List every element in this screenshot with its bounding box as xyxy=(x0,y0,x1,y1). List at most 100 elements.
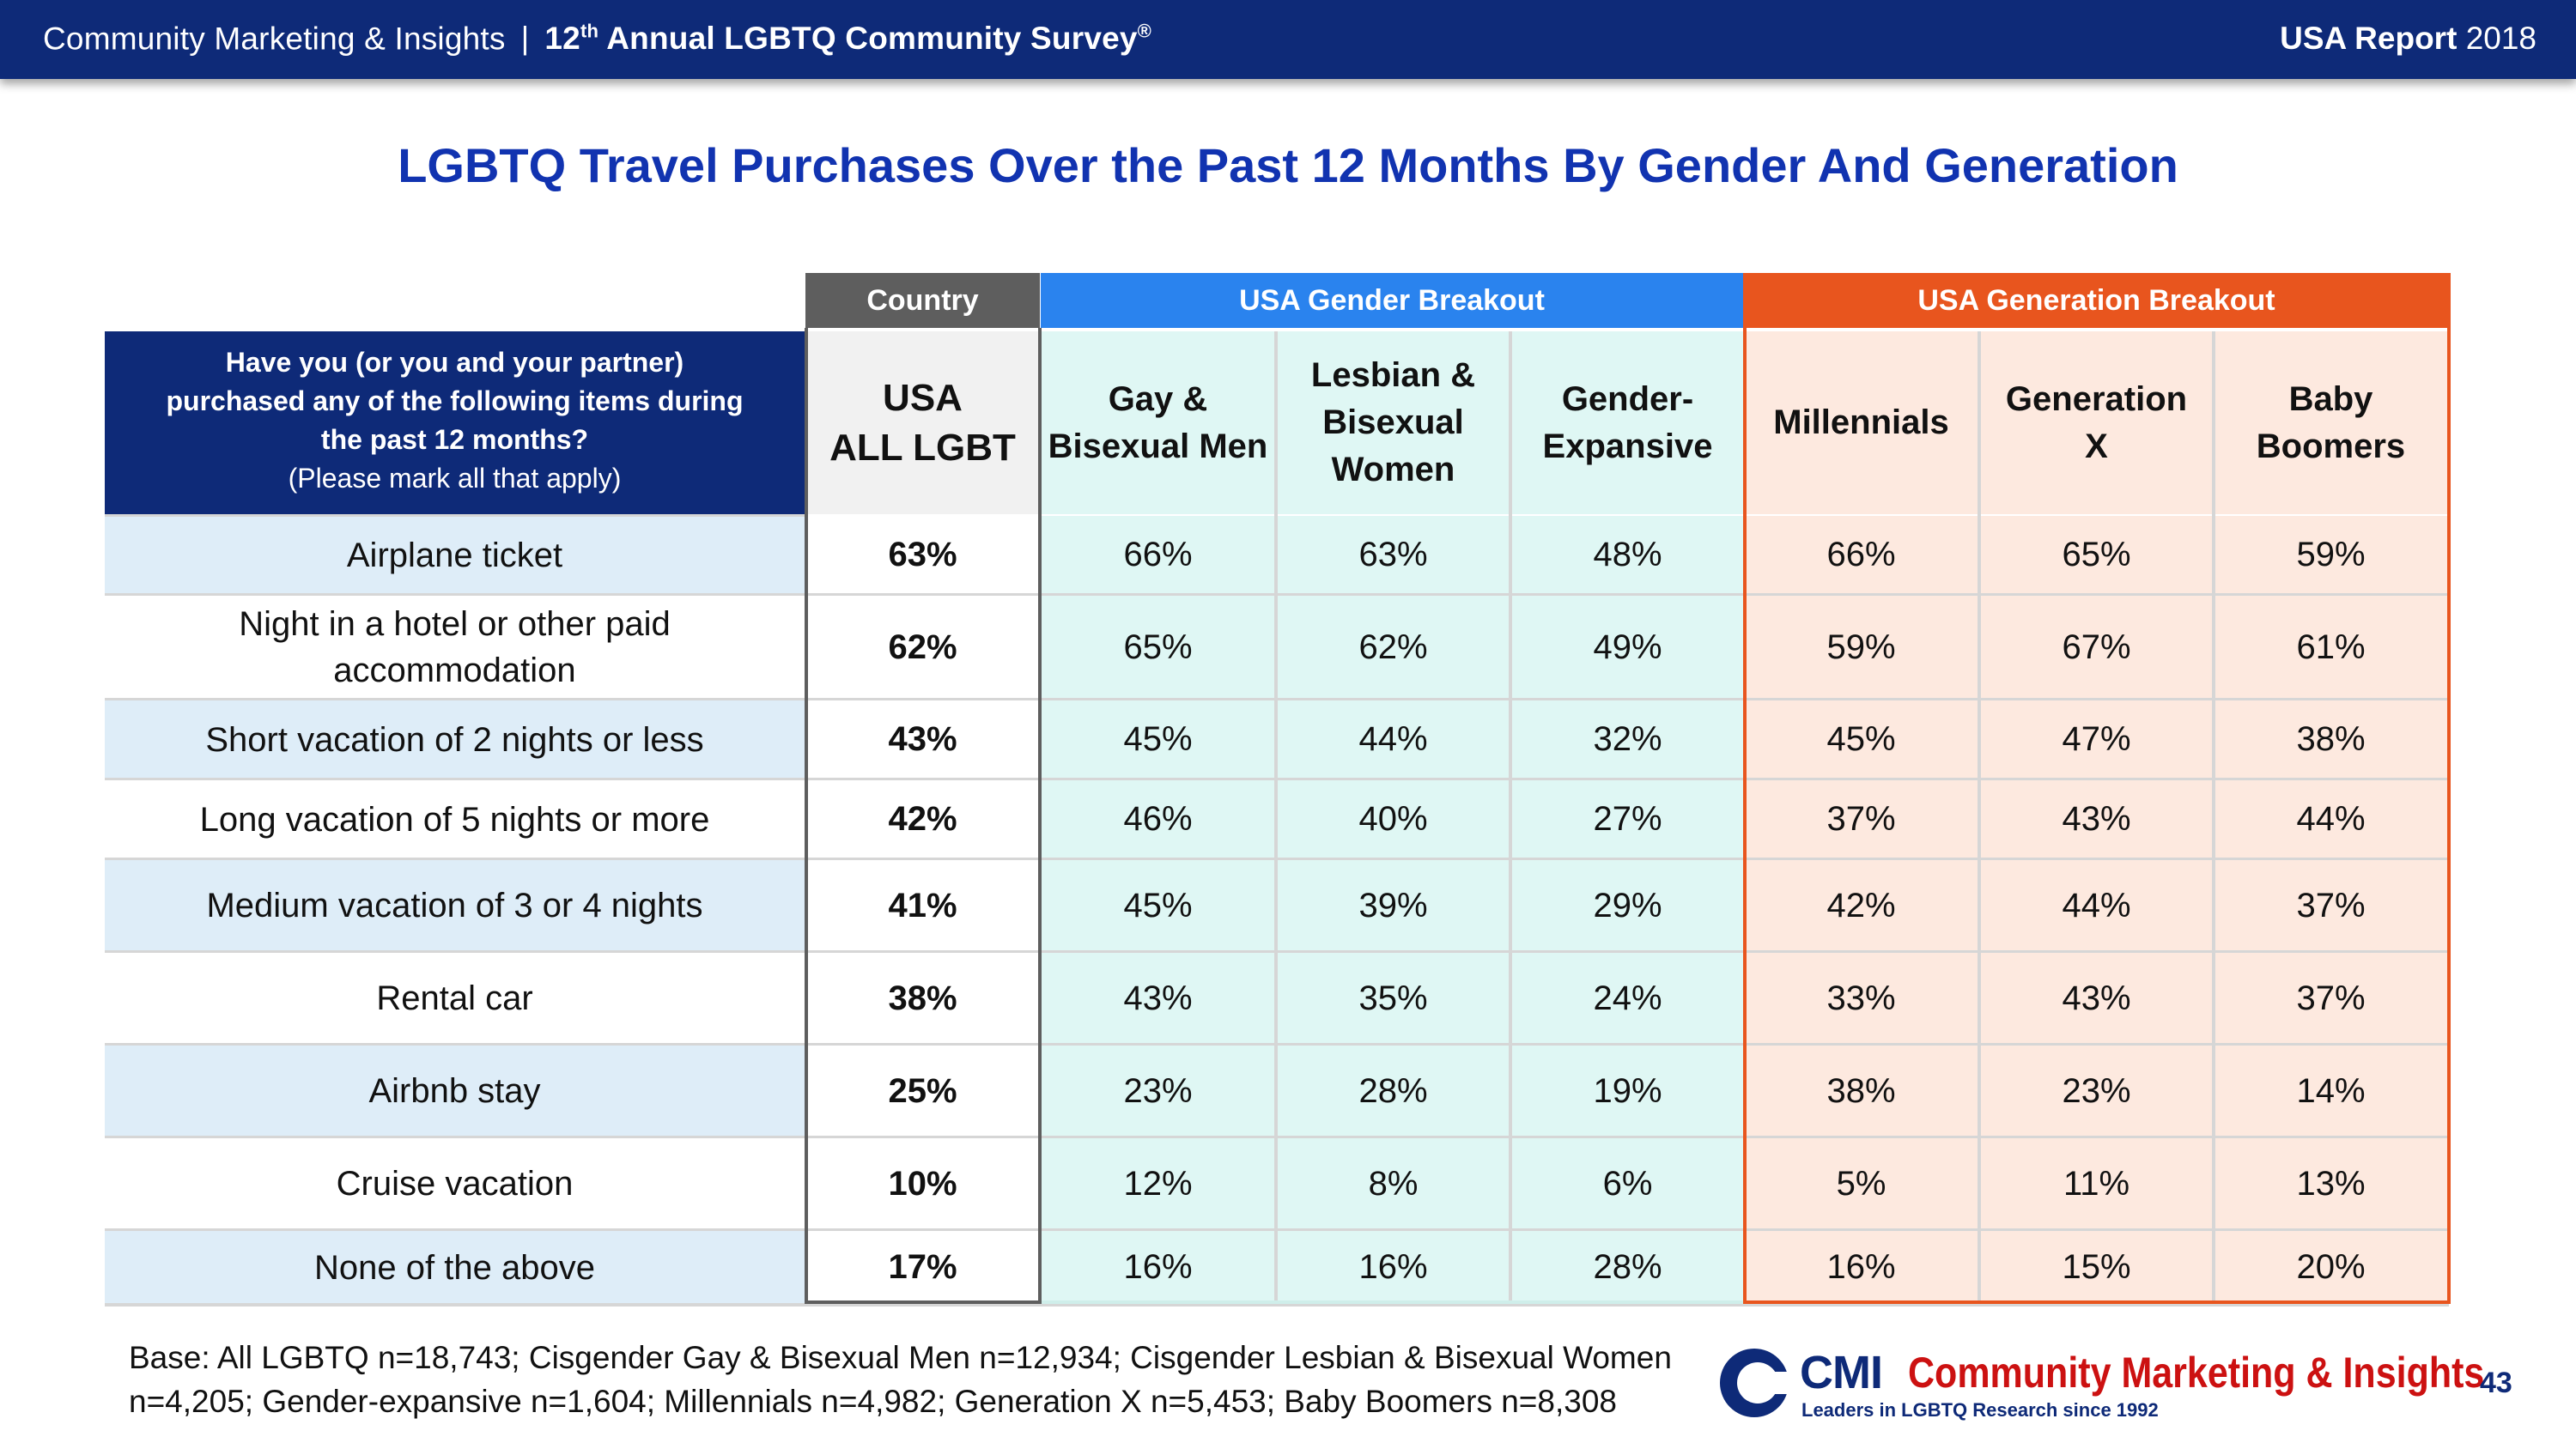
table-cell: 16% xyxy=(1744,1231,1978,1304)
table-cell: 17% xyxy=(805,1231,1040,1304)
logo-tagline: Leaders in LGBTQ Research since 1992 xyxy=(1801,1399,2159,1421)
table-cell: 33% xyxy=(1744,953,1978,1044)
table-cell: 59% xyxy=(1744,596,1978,699)
header-report-year: 2018 xyxy=(2465,21,2537,56)
table-cell: 62% xyxy=(1276,596,1510,699)
table-cell: 40% xyxy=(1276,780,1510,858)
row-label: Short vacation of 2 nights or less xyxy=(105,700,805,779)
table-cell: 43% xyxy=(805,700,1040,779)
column-header-line: Gay & xyxy=(1108,379,1208,418)
row-label: Airplane ticket xyxy=(105,516,805,594)
table-cell: 43% xyxy=(1979,780,2214,858)
table-cell: 47% xyxy=(1979,700,2214,779)
table-cell: 48% xyxy=(1510,516,1745,594)
table-cell: 39% xyxy=(1276,860,1510,951)
logo-abbr: CMI xyxy=(1800,1347,1883,1398)
table-cell: 10% xyxy=(805,1138,1040,1229)
row-label-text: Long vacation of 5 nights or more xyxy=(199,800,710,839)
table-cell: 42% xyxy=(1744,860,1978,951)
column-header-line: Bisexual xyxy=(1322,403,1464,441)
table-cell: 23% xyxy=(1979,1046,2214,1137)
table-cell: 14% xyxy=(2214,1046,2448,1137)
table-cell: 49% xyxy=(1510,596,1745,699)
table-cell: 62% xyxy=(805,596,1040,699)
base-note: Base: All LGBTQ n=18,743; Cisgender Gay … xyxy=(129,1340,1672,1419)
question-line-3: the past 12 months? xyxy=(320,424,589,455)
table-cell: 46% xyxy=(1041,780,1275,858)
top-header-bar: Community Marketing & Insights | 12th Annu… xyxy=(0,0,2576,79)
row-label-text: Rental car xyxy=(376,979,533,1017)
row-label: Cruise vacation xyxy=(105,1138,805,1229)
row-label-text: Night in a hotel or other paid xyxy=(239,605,671,643)
row-label-text: Airplane ticket xyxy=(346,536,563,574)
table-cell: 66% xyxy=(1041,516,1275,594)
table-cell: 16% xyxy=(1276,1231,1510,1304)
row-label: Night in a hotel or other paid accommodat… xyxy=(105,596,805,699)
table-cell: 44% xyxy=(1276,700,1510,779)
table-cell: 11% xyxy=(1979,1138,2214,1229)
table-cell: 15% xyxy=(1979,1231,2214,1304)
column-divider xyxy=(1274,331,1278,1304)
group-header-country: Country xyxy=(805,273,1040,328)
row-label: None of the above xyxy=(105,1231,805,1304)
table-cell: 38% xyxy=(805,953,1040,1044)
label-divider xyxy=(105,514,805,517)
page-number: 43 xyxy=(2480,1367,2512,1399)
cmi-logo: CMI Community Marketing & Insights Leade… xyxy=(1717,1346,2484,1432)
table-cell: 35% xyxy=(1276,953,1510,1044)
table-cell: 37% xyxy=(2214,953,2448,1044)
row-label-text: Medium vacation of 3 or 4 nights xyxy=(206,887,703,925)
cmi-logo-mark-icon xyxy=(1720,1349,1791,1417)
table-cell: 43% xyxy=(1979,953,2214,1044)
header-report: USA Report 2018 xyxy=(2280,21,2537,57)
column-header-line: Lesbian & xyxy=(1310,356,1476,394)
column-header-line: Baby xyxy=(2288,379,2373,418)
table-cell: 37% xyxy=(2214,860,2448,951)
header-separator: | xyxy=(520,21,530,57)
table-cell: 37% xyxy=(1744,780,1978,858)
row-label: Medium vacation of 3 or 4 nights xyxy=(105,860,805,951)
group-header-gender: USA Gender Breakout xyxy=(1041,273,1743,328)
table-cell: 44% xyxy=(2214,780,2448,858)
column-header-line: ALL LGBT xyxy=(829,426,1016,469)
column-header: Gender- Expansive xyxy=(1510,331,1745,514)
table-cell: 6% xyxy=(1510,1138,1745,1229)
table-cell: 43% xyxy=(1041,953,1275,1044)
column-header-line: USA xyxy=(883,376,963,419)
table-cell: 32% xyxy=(1510,700,1745,779)
column-header-line: Millennials xyxy=(1773,403,1949,441)
table-cell: 38% xyxy=(2214,700,2448,779)
table-cell: 23% xyxy=(1041,1046,1275,1137)
table-cell: 28% xyxy=(1276,1046,1510,1137)
row-label-text-line-2: accommodation xyxy=(333,652,576,689)
table-cell: 13% xyxy=(2214,1138,2448,1229)
row-divider xyxy=(105,1303,2449,1307)
header-org: Community Marketing & Insights xyxy=(43,21,506,57)
table-cell: 19% xyxy=(1510,1046,1745,1137)
column-header-line: Generation xyxy=(2005,379,2188,418)
table-cell: 41% xyxy=(805,860,1040,951)
table-cell: 20% xyxy=(2214,1231,2448,1304)
question-line-1: Have you (or you and your partner) xyxy=(225,347,684,378)
table-cell: 66% xyxy=(1744,516,1978,594)
column-header-line: Bisexual Men xyxy=(1048,427,1268,465)
column-header-line: X xyxy=(2085,427,2108,465)
header-survey: 12th Annual LGBTQ Community Survey® xyxy=(544,21,1152,57)
column-header: Lesbian & Bisexual Women xyxy=(1276,331,1510,514)
table-cell: 65% xyxy=(1979,516,2214,594)
page-title: LGBTQ Travel Purchases Over the Past 12 … xyxy=(398,138,2178,192)
header-left: Community Marketing & Insights | 12th Annu… xyxy=(43,21,1151,57)
column-divider xyxy=(1509,331,1512,1304)
row-label: Rental car xyxy=(105,953,805,1044)
table-cell: 67% xyxy=(1979,596,2214,699)
row-label: Long vacation of 5 nights or more xyxy=(105,780,805,858)
logo-name: Community Marketing & Insights xyxy=(1908,1349,2485,1397)
table-cell: 16% xyxy=(1041,1231,1275,1304)
table-cell: 61% xyxy=(2214,596,2448,699)
table-cell: 59% xyxy=(2214,516,2448,594)
question-line-2: purchased any of the following items dur… xyxy=(166,385,744,416)
table-cell: 24% xyxy=(1510,953,1745,1044)
column-header-line: Boomers xyxy=(2256,427,2406,465)
question-note: (Please mark all that apply) xyxy=(288,463,622,494)
table-cell: 29% xyxy=(1510,860,1745,951)
